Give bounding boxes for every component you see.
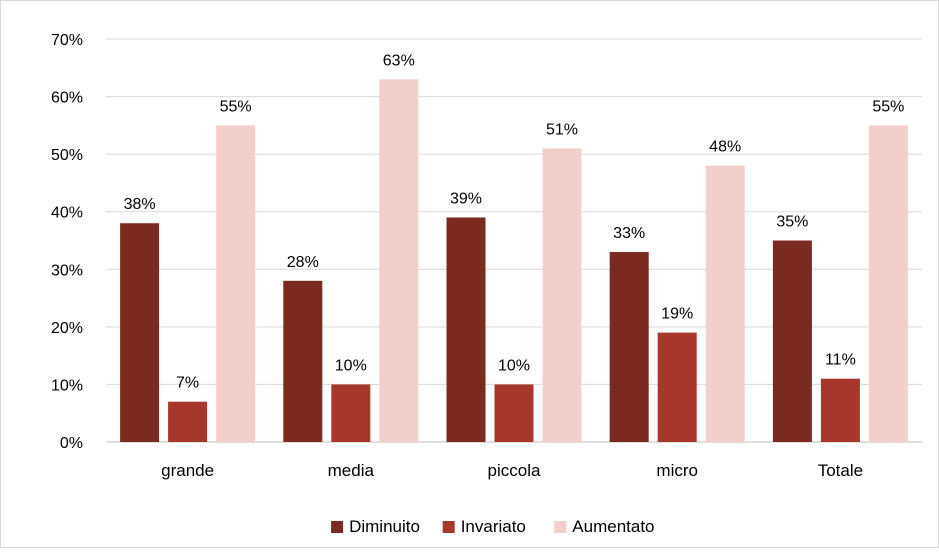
bars xyxy=(120,79,908,443)
y-tick-label: 20% xyxy=(51,320,83,337)
data-label: 35% xyxy=(776,214,808,231)
data-label: 10% xyxy=(335,357,367,374)
data-label: 10% xyxy=(498,357,530,374)
y-tick-label: 40% xyxy=(51,205,83,222)
legend-swatch xyxy=(331,521,344,533)
y-tick-label: 10% xyxy=(51,377,83,394)
data-label: 55% xyxy=(872,98,904,115)
bar xyxy=(705,165,745,442)
y-tick-label: 30% xyxy=(51,262,83,279)
bar xyxy=(657,332,697,442)
data-label: 55% xyxy=(220,98,252,115)
data-label: 7% xyxy=(176,375,199,392)
x-category-label: micro xyxy=(656,461,698,480)
bar xyxy=(168,401,208,442)
data-label: 51% xyxy=(546,121,578,138)
bar xyxy=(379,79,419,443)
data-label: 38% xyxy=(124,196,156,213)
y-axis: 0% 10% 20% 30% 40% 50% 60% 70% xyxy=(51,32,83,452)
legend-label: Invariato xyxy=(461,517,526,536)
bar xyxy=(216,125,256,442)
legend-swatch xyxy=(554,521,567,533)
data-label: 48% xyxy=(709,139,741,156)
bar xyxy=(283,280,323,442)
legend: Diminuito Invariato Aumentato xyxy=(331,517,655,536)
x-category-label: piccola xyxy=(488,461,541,480)
data-label: 39% xyxy=(450,190,482,207)
x-category-label: Totale xyxy=(818,461,863,480)
legend-label: Diminuito xyxy=(349,517,420,536)
data-labels: 38% 7% 55% 28% 10% 63% 39% 10% 51% 33% 19% 48% 35% 11… xyxy=(124,52,905,391)
y-tick-label: 50% xyxy=(51,147,83,164)
data-label: 19% xyxy=(661,306,693,323)
bar xyxy=(542,148,582,442)
y-tick-label: 70% xyxy=(51,32,83,49)
bar xyxy=(120,223,160,442)
data-label: 63% xyxy=(383,52,415,69)
x-category-label: grande xyxy=(161,461,214,480)
legend-swatch xyxy=(442,521,455,533)
y-tick-label: 0% xyxy=(60,435,83,452)
bar xyxy=(494,384,534,442)
bar xyxy=(609,252,649,442)
legend-label: Aumentato xyxy=(572,517,654,536)
data-label: 28% xyxy=(287,254,319,271)
x-axis: grande media piccola micro Totale xyxy=(161,461,863,480)
bar xyxy=(772,240,812,442)
y-tick-label: 60% xyxy=(51,90,83,107)
bar xyxy=(331,384,371,442)
bar xyxy=(820,378,860,442)
data-label: 33% xyxy=(613,225,645,242)
data-label: 11% xyxy=(825,352,856,369)
x-category-label: media xyxy=(328,461,375,480)
bar xyxy=(446,217,486,442)
bar xyxy=(868,125,908,442)
